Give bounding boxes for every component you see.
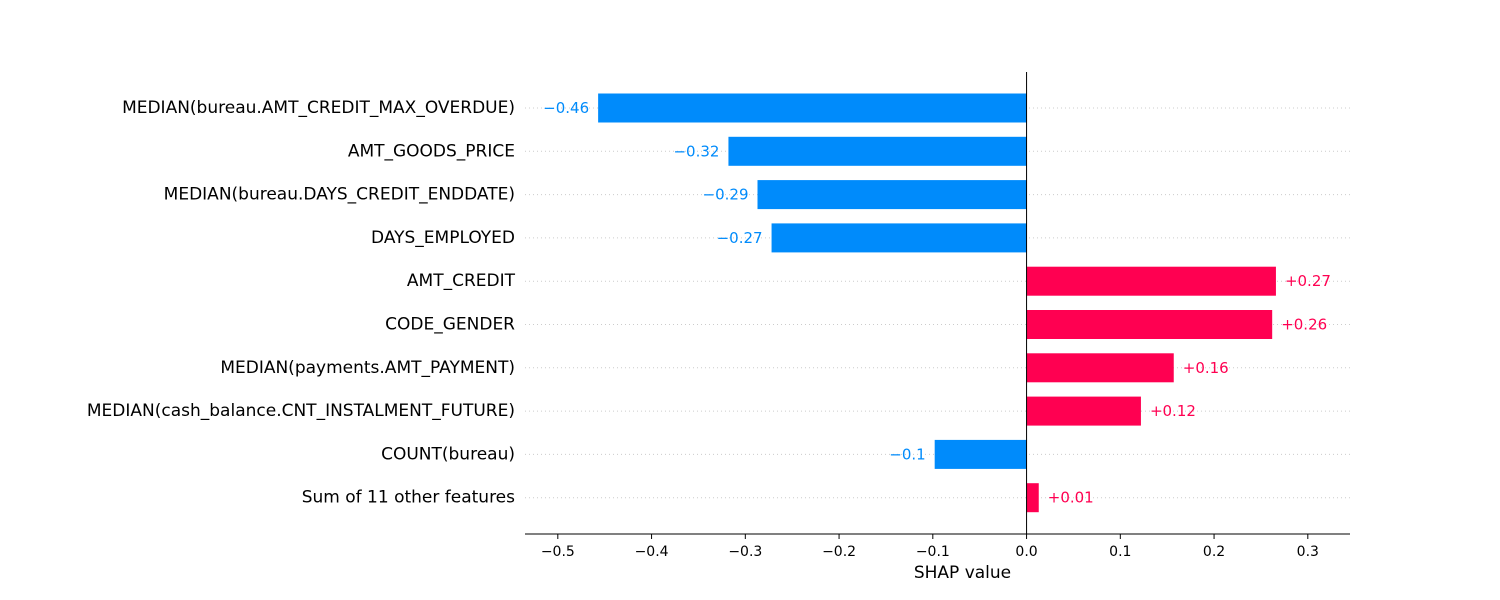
feature-label: AMT_GOODS_PRICE bbox=[348, 141, 515, 161]
value-label: +0.27 bbox=[1285, 272, 1331, 290]
feature-label: MEDIAN(payments.AMT_PAYMENT) bbox=[220, 358, 515, 378]
feature-label: MEDIAN(cash_balance.CNT_INSTALMENT_FUTUR… bbox=[87, 401, 515, 421]
value-label: −0.46 bbox=[543, 99, 589, 117]
value-labels: −0.46 −0.32 −0.29 −0.27 +0.27 +0.26 +0.16 +0.12… bbox=[543, 99, 1331, 507]
bar bbox=[1026, 483, 1039, 513]
feature-label: AMT_CREDIT bbox=[407, 271, 516, 291]
value-label: −0.1 bbox=[889, 445, 925, 463]
row-gridlines bbox=[525, 107, 1350, 499]
value-label: +0.01 bbox=[1048, 489, 1094, 507]
bar bbox=[728, 136, 1027, 166]
bar bbox=[771, 223, 1027, 253]
x-tick-label: −0.4 bbox=[635, 544, 669, 560]
feature-label: CODE_GENDER bbox=[385, 315, 515, 335]
bar bbox=[934, 439, 1027, 469]
x-tick-label: −0.2 bbox=[822, 544, 856, 560]
x-axis-title: SHAP value bbox=[914, 563, 1011, 583]
x-tick-label: 0.2 bbox=[1203, 544, 1225, 560]
value-label: −0.29 bbox=[703, 186, 749, 204]
feature-labels: MEDIAN(bureau.AMT_CREDIT_MAX_OVERDUE) AMT… bbox=[87, 98, 516, 508]
bar bbox=[757, 180, 1027, 210]
x-tick-label: 0.3 bbox=[1297, 544, 1319, 560]
bar bbox=[598, 93, 1027, 123]
bars bbox=[598, 93, 1276, 513]
x-axis: −0.5 −0.4 −0.3 −0.2 −0.1 0.0 0.1 0.2 0.3 SHAP va… bbox=[525, 533, 1350, 583]
value-label: −0.27 bbox=[717, 229, 763, 247]
value-label: +0.12 bbox=[1150, 402, 1196, 420]
x-tick-label: −0.1 bbox=[916, 544, 950, 560]
bar bbox=[1026, 310, 1273, 339]
x-axis-ticks: −0.5 −0.4 −0.3 −0.2 −0.1 0.0 0.1 0.2 0.3 bbox=[541, 534, 1319, 560]
feature-label: MEDIAN(bureau.DAYS_CREDIT_ENDDATE) bbox=[164, 185, 515, 205]
value-label: +0.26 bbox=[1281, 316, 1327, 334]
value-label: −0.32 bbox=[673, 142, 719, 160]
feature-label: DAYS_EMPLOYED bbox=[371, 228, 515, 248]
feature-label: Sum of 11 other features bbox=[302, 488, 515, 508]
x-tick-label: 0.1 bbox=[1109, 544, 1131, 560]
bar bbox=[1026, 396, 1141, 426]
feature-label: MEDIAN(bureau.AMT_CREDIT_MAX_OVERDUE) bbox=[122, 98, 515, 118]
x-tick-label: −0.5 bbox=[541, 544, 575, 560]
bar bbox=[1026, 353, 1174, 383]
x-tick-label: −0.3 bbox=[728, 544, 762, 560]
x-tick-label: 0.0 bbox=[1015, 544, 1037, 560]
value-label: +0.16 bbox=[1183, 359, 1229, 377]
bar bbox=[1026, 266, 1276, 296]
feature-label: COUNT(bureau) bbox=[381, 444, 515, 464]
